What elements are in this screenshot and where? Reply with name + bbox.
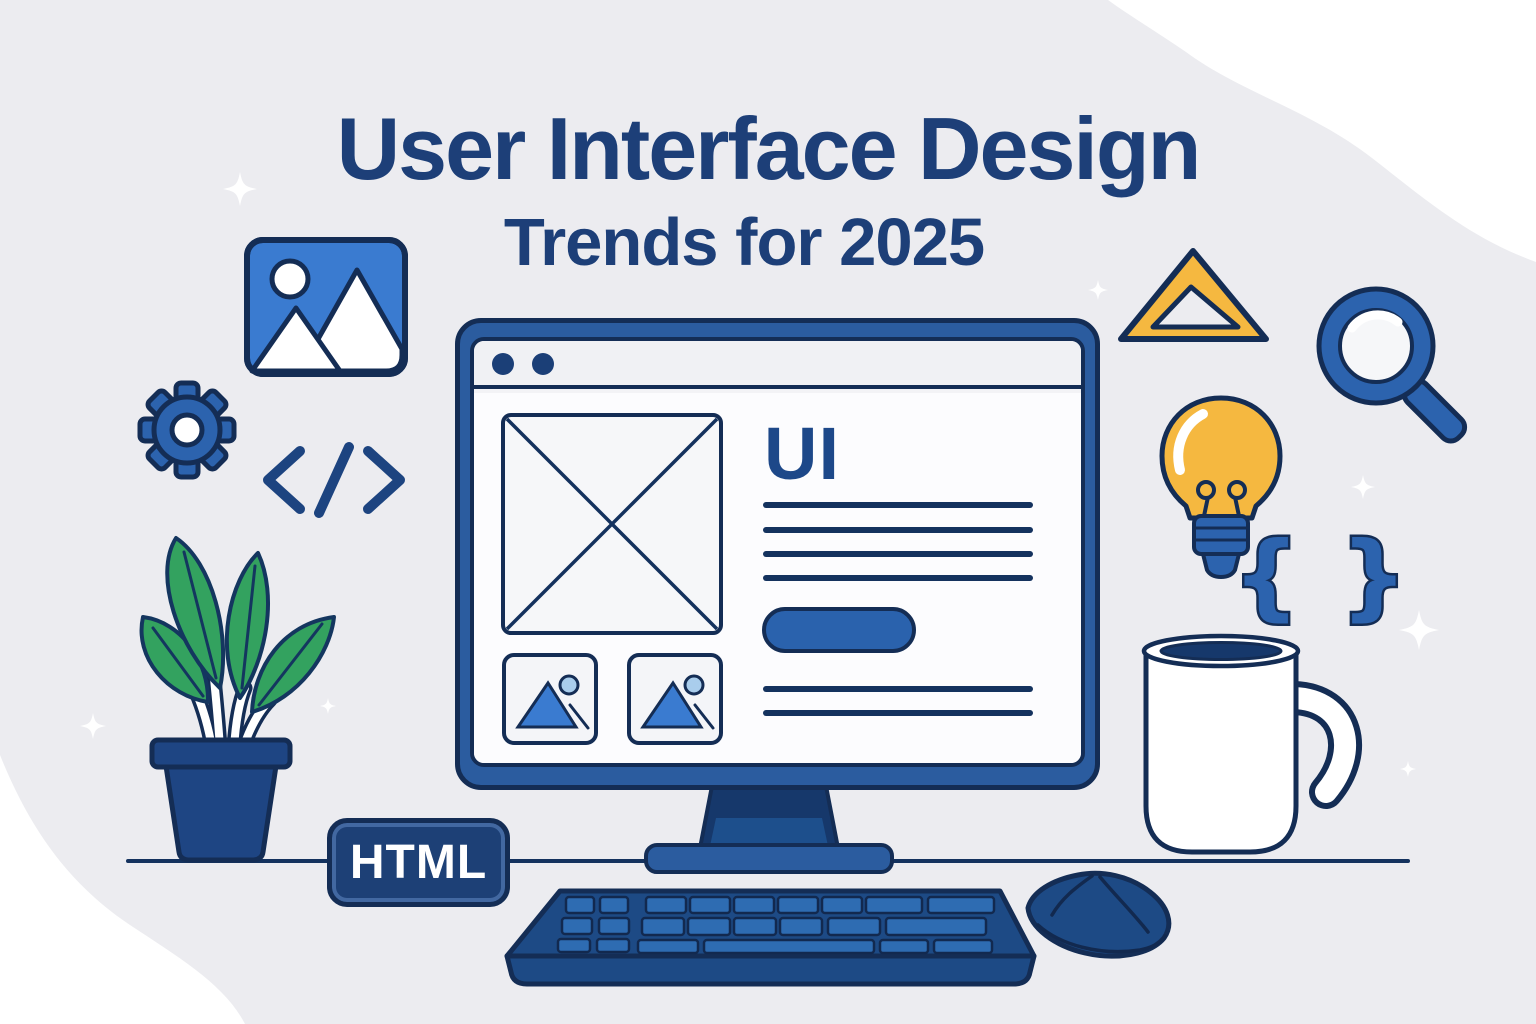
text-line-placeholder [763, 551, 1033, 557]
html-badge-label: HTML [349, 836, 488, 889]
text-line-placeholder [763, 686, 1033, 692]
lightbulb-icon [1159, 395, 1283, 579]
image-placeholder [501, 413, 723, 635]
page-title: User Interface Design [336, 99, 1202, 198]
braces-icon: { } [1233, 522, 1412, 631]
potted-plant [139, 536, 336, 863]
corner-blob-top-right [1108, 0, 1536, 262]
keyboard-keys [556, 895, 996, 955]
thumbnail-image-icon [640, 674, 715, 730]
browser-content: UI [474, 393, 1081, 763]
thumbnail-image-icon [515, 674, 590, 730]
monitor-stand-base [644, 843, 894, 874]
window-dot [492, 353, 514, 375]
thumbnail-placeholder [502, 653, 598, 745]
text-line-placeholder [763, 527, 1033, 533]
mouse [1025, 870, 1172, 959]
sparkles [80, 172, 1439, 777]
button-placeholder [762, 607, 916, 653]
gear-icon [137, 380, 237, 480]
magnifier-icon [1316, 286, 1468, 444]
image-icon [244, 237, 408, 377]
placeholder-cross-icon [505, 417, 719, 631]
thumbnail-placeholder [627, 653, 723, 745]
text-line-placeholder [763, 710, 1033, 716]
coffee-mug [1141, 633, 1363, 855]
window-dot [532, 353, 554, 375]
keyboard [504, 888, 1037, 987]
plant-leaves [139, 536, 336, 714]
ui-heading: UI [764, 412, 840, 495]
page-subtitle: Trends for 2025 [503, 205, 985, 280]
monitor-stand [644, 784, 894, 874]
triangle-ruler-icon [1118, 248, 1269, 342]
html-badge: HTML [327, 818, 510, 907]
text-line-placeholder [763, 502, 1033, 508]
browser-titlebar [474, 341, 1081, 389]
code-icon [263, 442, 405, 518]
plant-pot [149, 737, 293, 863]
corner-blob-bottom-left [0, 755, 245, 1024]
text-line-placeholder [763, 575, 1033, 581]
